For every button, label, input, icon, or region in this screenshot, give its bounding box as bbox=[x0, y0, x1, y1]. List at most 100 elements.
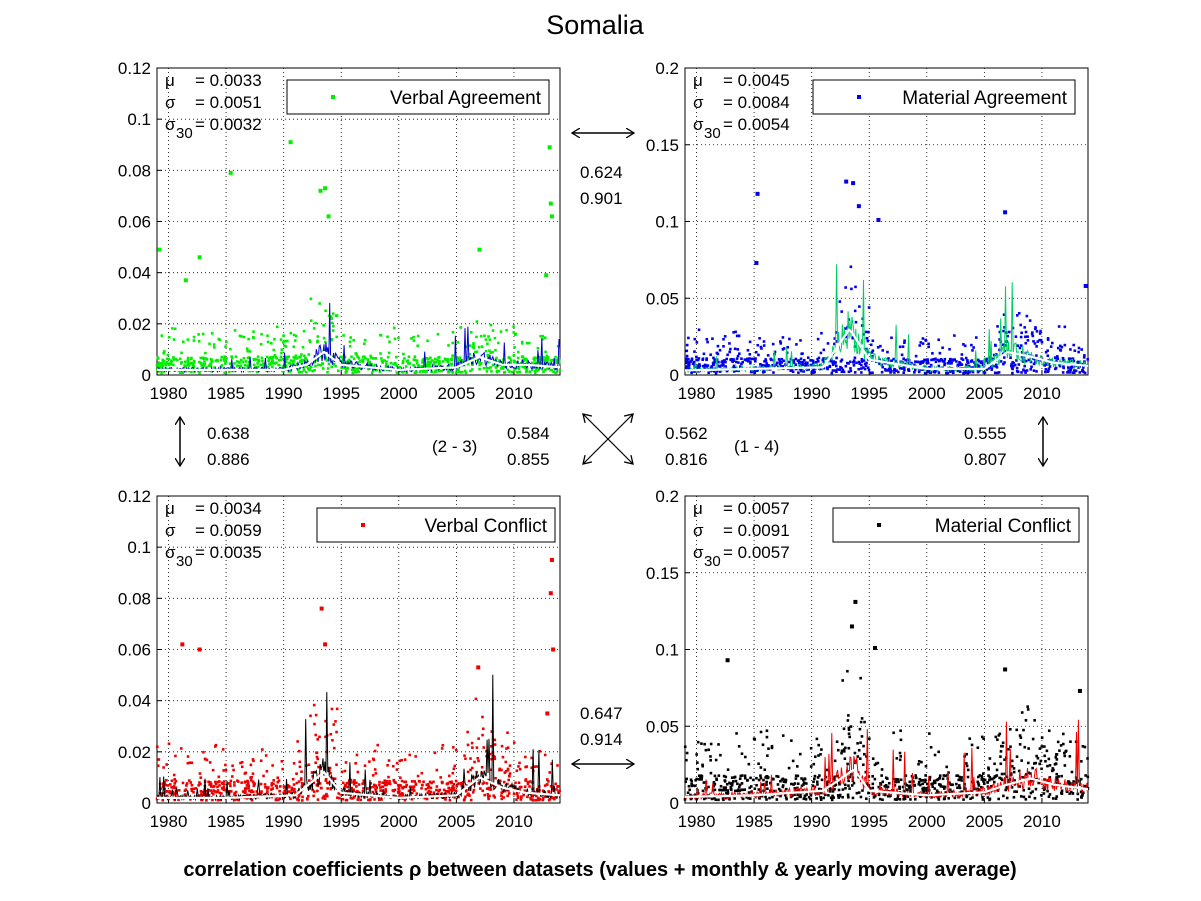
data-point bbox=[515, 791, 519, 795]
data-point bbox=[379, 789, 382, 792]
data-point bbox=[960, 357, 963, 360]
data-point bbox=[530, 756, 533, 760]
data-point bbox=[925, 795, 928, 799]
data-point bbox=[792, 359, 796, 362]
data-point bbox=[1067, 357, 1071, 360]
data-point bbox=[1055, 772, 1059, 776]
spike-point bbox=[856, 204, 861, 209]
data-point bbox=[698, 778, 701, 781]
data-point bbox=[1045, 363, 1048, 366]
data-point bbox=[184, 365, 187, 368]
data-point bbox=[1054, 756, 1058, 759]
data-point bbox=[913, 797, 917, 801]
data-point bbox=[1006, 334, 1009, 338]
data-point bbox=[387, 759, 391, 762]
data-point bbox=[996, 325, 999, 328]
data-point bbox=[512, 741, 516, 744]
data-point bbox=[1042, 792, 1046, 795]
data-point bbox=[696, 767, 700, 771]
data-point bbox=[328, 766, 332, 770]
data-point bbox=[372, 783, 376, 787]
data-point bbox=[766, 776, 769, 780]
data-point bbox=[705, 358, 708, 362]
data-point bbox=[363, 764, 367, 767]
data-point bbox=[176, 358, 179, 362]
data-point bbox=[789, 369, 793, 373]
data-point bbox=[835, 740, 839, 744]
data-point bbox=[909, 790, 912, 793]
data-point bbox=[924, 764, 928, 768]
data-point bbox=[475, 335, 478, 339]
data-point bbox=[517, 781, 521, 785]
data-point bbox=[1083, 784, 1086, 788]
data-point bbox=[928, 369, 931, 373]
data-point bbox=[272, 779, 275, 782]
legend-frame bbox=[316, 507, 556, 543]
data-point bbox=[779, 789, 782, 793]
data-point bbox=[294, 334, 298, 338]
data-point bbox=[385, 781, 388, 785]
data-point bbox=[794, 774, 798, 778]
data-point bbox=[532, 357, 536, 361]
data-point bbox=[325, 792, 328, 796]
data-point bbox=[428, 793, 431, 797]
data-point bbox=[865, 337, 869, 340]
data-point bbox=[933, 370, 936, 374]
data-point bbox=[234, 355, 238, 358]
data-point bbox=[296, 368, 300, 371]
data-point bbox=[761, 783, 764, 787]
x-tick-label: 2010 bbox=[495, 384, 533, 403]
data-point bbox=[738, 352, 741, 355]
data-point bbox=[794, 357, 798, 361]
data-point bbox=[224, 768, 228, 772]
data-point bbox=[914, 774, 918, 777]
corr-diag-1-4-smoothed: 0.816 bbox=[665, 450, 708, 469]
data-point bbox=[523, 789, 527, 793]
data-point bbox=[407, 362, 410, 365]
data-point bbox=[881, 365, 884, 369]
data-point bbox=[209, 781, 212, 784]
data-point bbox=[995, 774, 999, 777]
data-point bbox=[1007, 747, 1010, 751]
data-point bbox=[451, 771, 455, 775]
data-point bbox=[697, 328, 701, 332]
data-point bbox=[334, 364, 337, 368]
plot-area bbox=[684, 495, 1089, 804]
data-point bbox=[919, 783, 922, 787]
data-point bbox=[772, 789, 776, 793]
data-point bbox=[859, 795, 863, 799]
data-point bbox=[204, 351, 207, 355]
data-point bbox=[156, 745, 159, 749]
data-point bbox=[300, 361, 304, 365]
data-point bbox=[491, 350, 494, 354]
data-point bbox=[702, 797, 706, 801]
data-point bbox=[798, 752, 802, 756]
x-tick-label: 1985 bbox=[207, 812, 245, 831]
spike-point bbox=[844, 179, 849, 184]
data-point bbox=[486, 794, 490, 798]
data-point bbox=[218, 791, 222, 795]
data-point bbox=[887, 369, 890, 372]
data-point bbox=[840, 358, 844, 362]
data-point bbox=[1023, 326, 1026, 329]
data-point bbox=[1057, 775, 1061, 778]
data-point bbox=[431, 359, 434, 362]
data-point bbox=[408, 753, 412, 757]
data-point bbox=[544, 350, 547, 354]
data-point bbox=[165, 779, 168, 782]
data-point bbox=[214, 743, 218, 747]
data-point bbox=[837, 788, 841, 792]
data-point bbox=[430, 781, 433, 785]
corr-left-smoothed: 0.886 bbox=[207, 450, 250, 469]
data-point bbox=[732, 366, 735, 370]
data-point bbox=[257, 792, 260, 796]
data-point bbox=[710, 365, 713, 368]
data-point bbox=[1021, 360, 1025, 363]
data-point bbox=[710, 797, 714, 801]
data-point bbox=[252, 330, 255, 333]
data-point bbox=[956, 369, 960, 373]
data-point bbox=[772, 371, 775, 374]
data-point bbox=[1039, 329, 1042, 333]
data-point bbox=[961, 358, 965, 362]
data-point bbox=[964, 363, 968, 367]
